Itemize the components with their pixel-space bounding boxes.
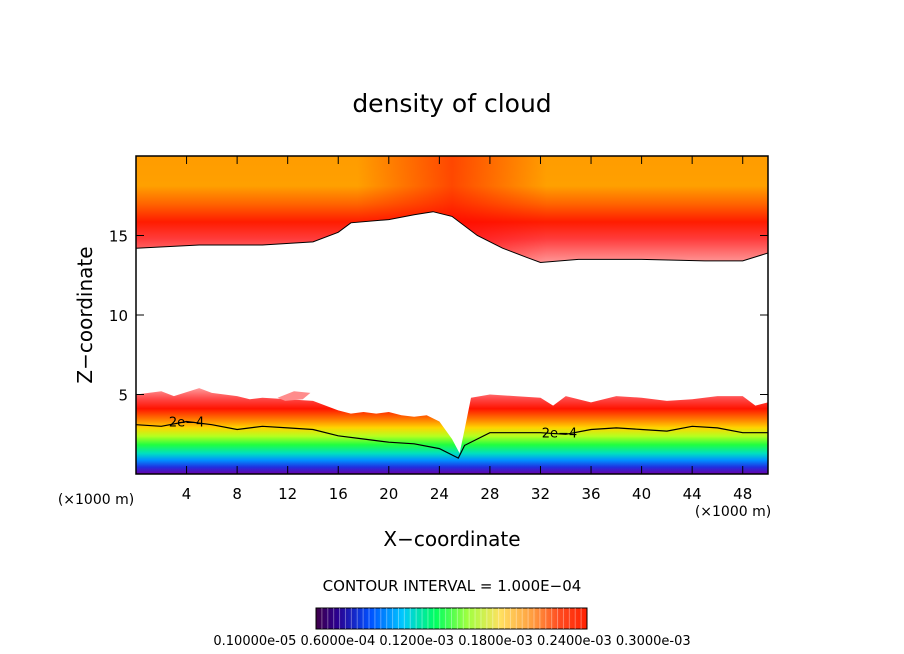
x-unit-right: (×1000 m) (695, 504, 771, 520)
y-tick-label-5: 5 (118, 387, 128, 405)
x-tick-label-16: 16 (329, 485, 348, 503)
lower-cloud-layer (136, 388, 768, 474)
x-tick-label-28: 28 (480, 485, 499, 503)
cloud-fragment (277, 391, 311, 401)
x-tick-label-20: 20 (379, 485, 398, 503)
y-axis-label: Z−coordinate (73, 246, 97, 383)
contour-labels: 2e−4 2e−4 (169, 416, 577, 442)
x-tick-label-8: 8 (232, 485, 242, 503)
x-tick-label-12: 12 (278, 485, 297, 503)
x-tick-label-44: 44 (683, 485, 702, 503)
x-tick-label-4: 4 (182, 485, 192, 503)
x-tick-label-24: 24 (430, 485, 449, 503)
x-axis-label: X−coordinate (383, 527, 520, 551)
chart-title: density of cloud (352, 89, 551, 118)
x-tick-label-32: 32 (531, 485, 550, 503)
x-tick-label-36: 36 (581, 485, 600, 503)
contour-2e-4-line (136, 420, 768, 459)
x-tick-label-48: 48 (733, 485, 752, 503)
y-tick-label-15: 15 (109, 228, 128, 246)
colorbar-labels: 0.10000e-05 0.6000e-04 0.1200e-03 0.1800… (213, 634, 690, 649)
upper-cloud-contour (136, 211, 768, 264)
colorbar (315, 607, 588, 630)
x-unit-left: (×1000 m) (58, 492, 134, 508)
contour-interval-note: CONTOUR INTERVAL = 1.000E−04 (323, 577, 582, 595)
upper-cloud-core (136, 156, 768, 263)
contour-label-1: 2e−4 (169, 416, 204, 431)
plot-area (136, 156, 768, 474)
y-axis-ticks: 5 10 15 (109, 228, 768, 405)
y-tick-label-10: 10 (109, 307, 128, 325)
x-axis-ticks: 4 8 12 16 20 24 28 32 36 40 44 48 (182, 156, 752, 503)
contour-label-2: 2e−4 (542, 427, 577, 442)
x-tick-label-40: 40 (632, 485, 651, 503)
